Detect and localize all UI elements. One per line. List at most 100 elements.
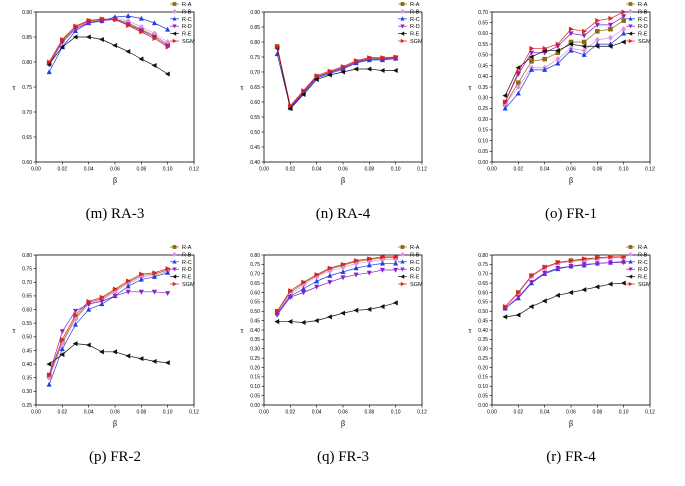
series-line-sgm: [276, 46, 396, 107]
data-point-r-e: [366, 66, 372, 72]
data-point-r-e: [620, 280, 626, 286]
data-point-sgm: [568, 26, 574, 32]
chart-panel-5: 0.00 0.02 0.04 0.06 0.08 0.10 0.12 0.00 0.05 0.10…: [456, 243, 684, 486]
series-line-r-d: [48, 291, 168, 376]
legend-marker: [400, 259, 405, 264]
data-point-sgm: [608, 15, 614, 21]
data-point-r-d: [607, 22, 614, 28]
data-point-r-a: [581, 39, 587, 45]
data-point-r-c: [151, 274, 158, 279]
legend-marker: [628, 281, 633, 287]
y-tick-label: 0.40: [22, 362, 32, 368]
plot-frame: [263, 11, 423, 163]
data-point-sgm: [354, 58, 359, 64]
y-tick-label: 0.10: [478, 138, 488, 144]
legend-label: R-C: [638, 17, 648, 23]
data-point-sgm: [380, 55, 386, 61]
legend-marker: [172, 251, 177, 257]
legend-label: R-A: [638, 2, 648, 8]
series-line-r-d: [276, 47, 396, 108]
data-point-sgm: [503, 304, 508, 310]
data-point-r-e: [151, 62, 157, 69]
x-tick-label: 0.00: [31, 167, 41, 173]
data-point-r-c: [502, 105, 508, 111]
data-point-r-b: [607, 34, 614, 41]
data-point-r-c: [528, 67, 535, 72]
x-tick-label: 0.00: [487, 410, 497, 416]
chart-panel-1: 0.00 0.02 0.04 0.06 0.08 0.10 0.12 0.40 0.45 0.50…: [228, 0, 456, 243]
y-tick-label: 0.60: [22, 160, 32, 166]
data-point-r-c: [555, 60, 561, 66]
chart-panel-2: 0.00 0.02 0.04 0.06 0.08 0.10 0.12 0.00 0.05 0.10…: [456, 0, 684, 243]
data-point-r-c: [125, 13, 131, 19]
y-tick-label: 0.70: [22, 110, 32, 116]
data-point-sgm: [621, 254, 627, 260]
series-line-r-e: [505, 282, 624, 318]
legend-marker: [628, 259, 633, 264]
y-tick-label: 0.45: [250, 318, 260, 324]
x-tick-label: 0.06: [338, 167, 348, 173]
data-point-r-c: [151, 20, 158, 26]
series-line-r-e: [48, 343, 168, 365]
y-tick-label: 0.05: [250, 393, 260, 399]
series-line-r-a: [48, 269, 168, 377]
data-point-sgm: [582, 256, 587, 262]
data-point-sgm: [60, 36, 66, 43]
y-axis-label: τ: [468, 326, 472, 335]
y-tick-label: 0.55: [22, 321, 32, 327]
y-tick-label: 0.20: [478, 365, 488, 371]
data-point-sgm: [60, 337, 66, 343]
data-point-r-e: [392, 67, 398, 74]
data-point-r-e: [515, 312, 521, 318]
data-point-r-e: [555, 292, 560, 298]
x-tick-label: 0.08: [136, 167, 146, 173]
x-tick-label: 0.08: [592, 167, 602, 173]
y-tick-label: 0.30: [478, 347, 488, 353]
legend-marker: [400, 2, 405, 6]
chart-svg: 0.00 0.02 0.04 0.06 0.08 0.10 0.12 0.00 0.05 0.10…: [468, 245, 655, 428]
x-tick-label: 0.12: [645, 167, 655, 173]
x-tick-label: 0.02: [57, 410, 67, 416]
data-point-r-c: [353, 265, 359, 271]
y-tick-label: 0.15: [478, 128, 488, 134]
legend-marker: [628, 267, 633, 272]
data-point-r-d: [99, 299, 105, 305]
x-tick-label: 0.04: [312, 167, 322, 173]
data-point-r-d: [515, 295, 521, 300]
data-point-sgm: [152, 35, 158, 42]
data-point-r-a: [516, 80, 521, 86]
legend-label: SGM: [638, 39, 651, 45]
series-line-r-a: [276, 46, 396, 108]
y-tick-label: 0.55: [478, 42, 488, 48]
data-point-r-e: [607, 43, 613, 49]
chart-caption: (m) RA-3: [85, 206, 145, 222]
data-point-sgm: [288, 103, 294, 109]
data-point-sgm: [529, 45, 535, 51]
y-tick-label: 0.85: [22, 35, 32, 41]
legend-marker: [172, 267, 177, 272]
y-tick-label: 0.60: [478, 31, 488, 37]
data-point-r-c: [300, 285, 307, 291]
chart-svg: 0.00 0.02 0.04 0.06 0.08 0.10 0.12 0.60 0.65 0.70…: [12, 2, 199, 185]
data-point-r-a: [595, 28, 600, 34]
chart-caption: (r) FR-4: [546, 449, 596, 465]
y-tick-label: 0.00: [478, 403, 488, 409]
legend-label: R-E: [410, 32, 420, 38]
y-tick-label: 0.55: [478, 300, 488, 306]
y-tick-label: 0.15: [250, 375, 260, 381]
data-point-r-d: [555, 266, 561, 271]
series-line-r-c: [504, 33, 624, 109]
data-point-r-c: [314, 278, 320, 284]
data-point-r-b: [555, 56, 561, 63]
legend-label: R-D: [638, 267, 648, 273]
legend-label: R-D: [638, 24, 648, 30]
data-point-sgm: [529, 273, 535, 279]
series-line-r-c: [48, 272, 168, 385]
x-tick-label: 0.08: [136, 410, 146, 416]
data-point-sgm: [608, 254, 614, 260]
x-tick-label: 0.02: [285, 167, 295, 173]
legend-label: SGM: [638, 282, 651, 288]
y-tick-label: 0.30: [250, 347, 260, 353]
data-point-r-e: [274, 319, 280, 325]
